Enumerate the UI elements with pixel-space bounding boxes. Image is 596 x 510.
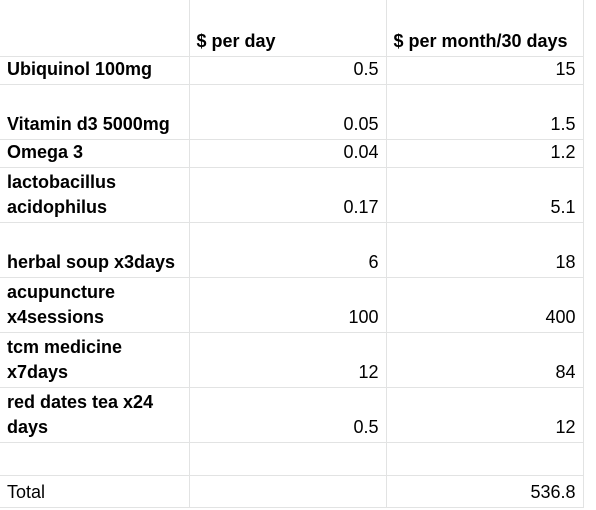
- cell-per-day[interactable]: 100: [188, 277, 387, 333]
- cell-per-day[interactable]: 0.5: [188, 387, 387, 443]
- cell-total-label[interactable]: Total: [0, 475, 190, 508]
- empty-row: [0, 442, 584, 476]
- cell-item[interactable]: Vitamin d3 5000mg: [0, 84, 190, 140]
- header-row: $ per day $ per month/30 days: [0, 0, 584, 57]
- cell-item[interactable]: acupuncture x4sessions: [0, 277, 190, 333]
- cell-per-day[interactable]: 0.17: [188, 167, 387, 223]
- table-row: acupuncture x4sessions 100 400: [0, 277, 584, 333]
- table-row: lactobacillus acidophilus 0.17 5.1: [0, 167, 584, 223]
- cell-per-month[interactable]: 15: [385, 56, 584, 85]
- spreadsheet-table: $ per day $ per month/30 days Ubiquinol …: [0, 0, 584, 508]
- table-row: tcm medicine x7days 12 84: [0, 332, 584, 388]
- cell-per-month[interactable]: 5.1: [385, 167, 584, 223]
- table-row: Vitamin d3 5000mg 0.05 1.5: [0, 84, 584, 140]
- cell-item[interactable]: Ubiquinol 100mg: [0, 56, 190, 85]
- cell-header-item[interactable]: [0, 0, 190, 57]
- cell-item[interactable]: tcm medicine x7days: [0, 332, 190, 388]
- cell-header-per-month[interactable]: $ per month/30 days: [385, 0, 584, 57]
- cell-per-month[interactable]: 1.5: [385, 84, 584, 140]
- cell-per-month[interactable]: 400: [385, 277, 584, 333]
- cell-per-month[interactable]: 12: [385, 387, 584, 443]
- cell-empty[interactable]: [0, 442, 190, 476]
- cell-per-day[interactable]: 0.05: [188, 84, 387, 140]
- cell-per-day[interactable]: 0.04: [188, 139, 387, 168]
- cell-per-day[interactable]: 0.5: [188, 56, 387, 85]
- cell-empty[interactable]: [385, 442, 584, 476]
- cell-item[interactable]: red dates tea x24 days: [0, 387, 190, 443]
- cell-header-per-day[interactable]: $ per day: [188, 0, 387, 57]
- cell-per-month[interactable]: 18: [385, 222, 584, 278]
- cell-per-month[interactable]: 84: [385, 332, 584, 388]
- table-row: Omega 3 0.04 1.2: [0, 139, 584, 168]
- cell-item[interactable]: lactobacillus acidophilus: [0, 167, 190, 223]
- table-row: Ubiquinol 100mg 0.5 15: [0, 56, 584, 85]
- total-row: Total 536.8: [0, 475, 584, 508]
- cell-empty[interactable]: [188, 442, 387, 476]
- cell-per-month[interactable]: 1.2: [385, 139, 584, 168]
- cell-total-per-day[interactable]: [188, 475, 387, 508]
- table-row: herbal soup x3days 6 18: [0, 222, 584, 278]
- cell-total-per-month[interactable]: 536.8: [385, 475, 584, 508]
- cell-item[interactable]: herbal soup x3days: [0, 222, 190, 278]
- cell-per-day[interactable]: 6: [188, 222, 387, 278]
- cell-per-day[interactable]: 12: [188, 332, 387, 388]
- table-row: red dates tea x24 days 0.5 12: [0, 387, 584, 443]
- cell-item[interactable]: Omega 3: [0, 139, 190, 168]
